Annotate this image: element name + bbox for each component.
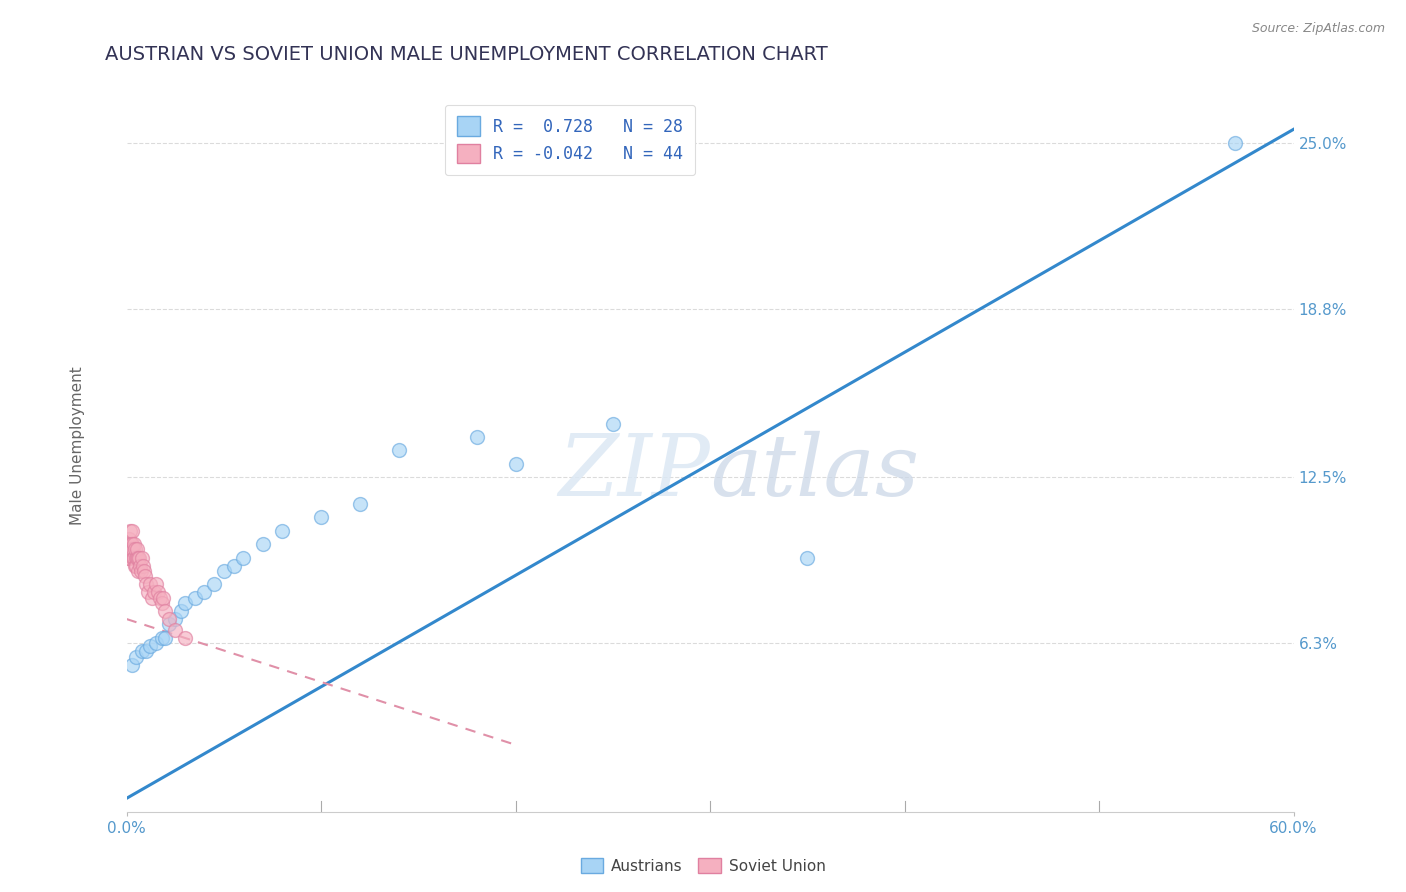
Point	[121, 537, 143, 551]
Point	[388, 443, 411, 458]
Point	[155, 604, 177, 618]
Point	[602, 417, 624, 431]
Point	[117, 550, 139, 565]
Point	[252, 537, 274, 551]
Point	[796, 550, 818, 565]
Point	[193, 585, 215, 599]
Point	[152, 591, 174, 605]
Point	[117, 542, 139, 557]
Legend: Austrians, Soviet Union: Austrians, Soviet Union	[575, 852, 831, 880]
Point	[135, 644, 157, 658]
Point	[150, 631, 173, 645]
Point	[150, 596, 173, 610]
Point	[165, 623, 187, 637]
Point	[131, 644, 153, 658]
Point	[120, 542, 142, 557]
Point	[131, 550, 153, 565]
Point	[132, 558, 155, 573]
Text: AUSTRIAN VS SOVIET UNION MALE UNEMPLOYMENT CORRELATION CHART: AUSTRIAN VS SOVIET UNION MALE UNEMPLOYME…	[105, 45, 828, 63]
Point	[124, 558, 146, 573]
Point	[136, 585, 159, 599]
Point	[141, 591, 163, 605]
Point	[118, 542, 141, 557]
Point	[118, 532, 141, 546]
Point	[120, 537, 142, 551]
Point	[122, 542, 145, 557]
Point	[121, 524, 143, 538]
Point	[118, 550, 141, 565]
Point	[124, 542, 146, 557]
Point	[157, 617, 180, 632]
Text: Source: ZipAtlas.com: Source: ZipAtlas.com	[1251, 22, 1385, 36]
Point	[125, 558, 148, 573]
Point	[128, 550, 150, 565]
Point	[212, 564, 235, 578]
Point	[121, 550, 143, 565]
Point	[309, 510, 332, 524]
Point	[135, 577, 157, 591]
Legend: R =  0.728   N = 28, R = -0.042   N = 44: R = 0.728 N = 28, R = -0.042 N = 44	[444, 104, 695, 175]
Point	[149, 591, 172, 605]
Point	[271, 524, 294, 538]
Point	[202, 577, 225, 591]
Point	[465, 430, 488, 444]
Point	[505, 457, 527, 471]
Point	[170, 604, 193, 618]
Point	[139, 639, 162, 653]
Point	[155, 631, 177, 645]
Point	[349, 497, 371, 511]
Point	[129, 558, 152, 573]
Point	[165, 612, 187, 626]
Text: ZIP: ZIP	[558, 431, 710, 514]
Point	[125, 550, 148, 565]
Text: atlas: atlas	[710, 431, 920, 514]
Point	[124, 550, 146, 565]
Point	[125, 649, 148, 664]
Point	[125, 550, 148, 565]
Point	[174, 631, 197, 645]
Point	[146, 585, 169, 599]
Point	[232, 550, 254, 565]
Point	[142, 585, 165, 599]
Point	[134, 569, 156, 583]
Point	[127, 564, 149, 578]
Point	[127, 550, 149, 565]
Point	[1223, 136, 1246, 150]
Text: Male Unemployment: Male Unemployment	[70, 367, 84, 525]
Point	[157, 612, 180, 626]
Point	[222, 558, 245, 573]
Point	[122, 537, 145, 551]
Point	[129, 564, 152, 578]
Point	[183, 591, 205, 605]
Point	[145, 636, 167, 650]
Point	[117, 537, 139, 551]
Point	[132, 564, 155, 578]
Point	[145, 577, 167, 591]
Point	[139, 577, 162, 591]
Point	[121, 657, 143, 672]
Point	[120, 524, 142, 538]
Point	[127, 542, 149, 557]
Point	[174, 596, 197, 610]
